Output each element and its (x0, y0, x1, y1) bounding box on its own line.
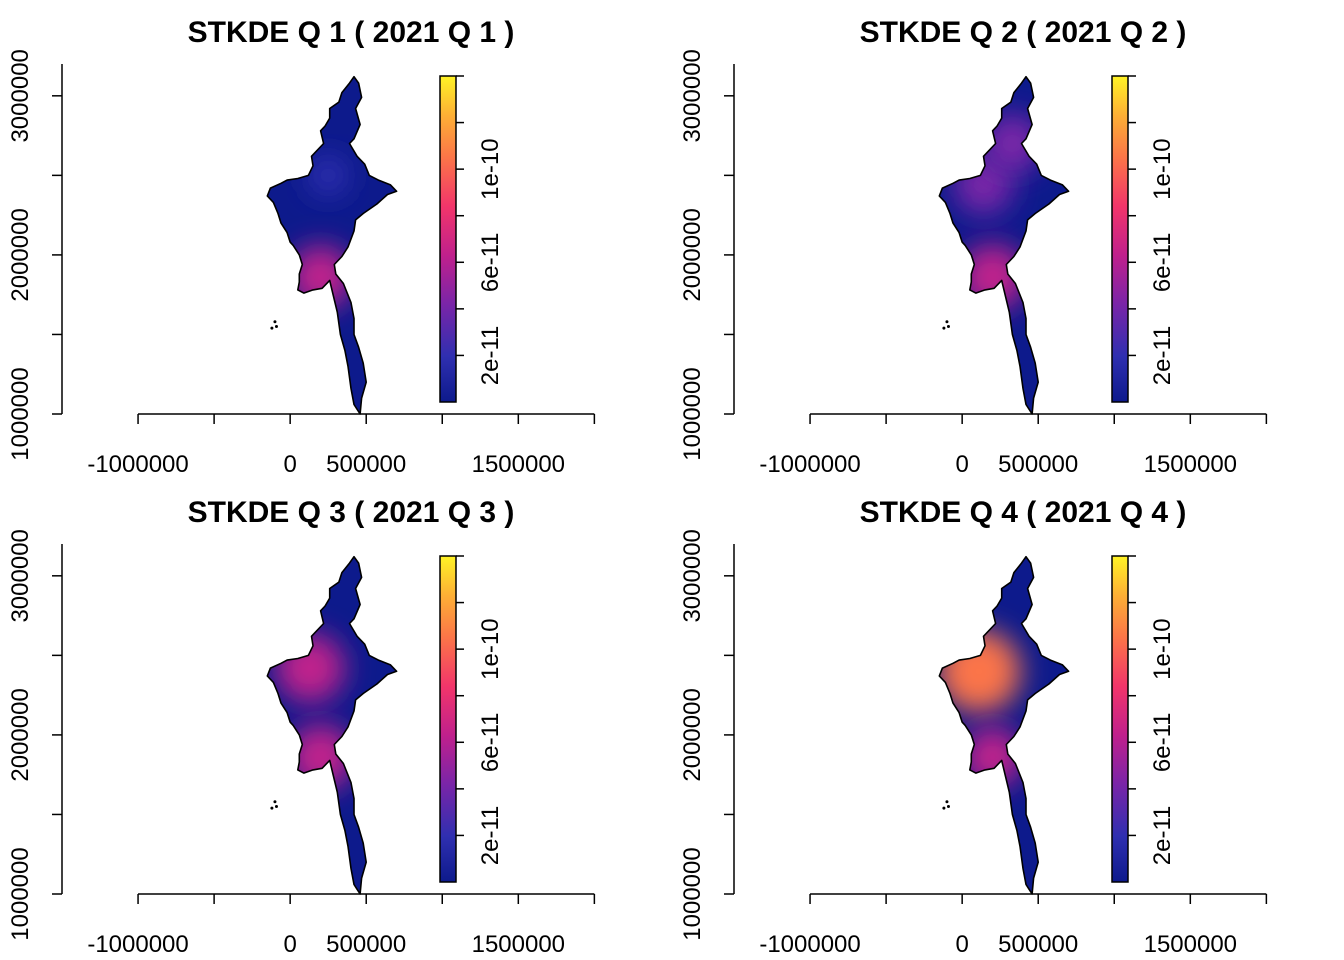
colorbar-scale (1111, 75, 1129, 403)
y-axis: 1000000 2000000 3000000 (7, 529, 63, 941)
chart-title: STKDE Q 4 ( 2021 Q 4 ) (860, 496, 1187, 529)
colorbar-tick-label: 1e-10 (1149, 138, 1176, 199)
panel-4: STKDE Q 4 ( 2021 Q 4 ) -1000000 0 500000 150… (679, 496, 1268, 958)
density-hotspot (982, 113, 1043, 174)
x-axis: -1000000 0 500000 1500000 (759, 893, 1268, 958)
island-dot (945, 800, 949, 804)
density-map (267, 556, 397, 894)
y-tick-label: 1000000 (7, 847, 34, 940)
colorbar: 2e-11 6e-11 1e-10 (439, 555, 504, 883)
country-outline (266, 555, 398, 895)
country-outline (938, 555, 1070, 895)
y-tick-label: 2000000 (679, 688, 706, 781)
density-base (939, 76, 1069, 414)
density-map (939, 76, 1069, 414)
x-tick-label: 0 (955, 931, 968, 958)
density-map (267, 76, 397, 414)
x-tick-label: 1500000 (1144, 451, 1237, 478)
density-hotspot (307, 154, 349, 196)
y-tick-label: 2000000 (7, 208, 34, 301)
y-tick-label: 1000000 (679, 367, 706, 460)
x-tick-label: 0 (283, 451, 296, 478)
x-tick-label: -1000000 (759, 931, 860, 958)
density-base (267, 76, 397, 414)
country-outline (938, 75, 1070, 415)
island-dot (946, 805, 950, 808)
density-hotspot (939, 629, 1021, 713)
chart-title: STKDE Q 1 ( 2021 Q 1 ) (188, 16, 515, 49)
island-dot (274, 325, 278, 328)
y-tick-label: 3000000 (679, 529, 706, 622)
y-tick-label: 3000000 (7, 529, 34, 622)
y-axis: 1000000 2000000 3000000 (679, 529, 735, 941)
colorbar-tick-label: 6e-11 (1149, 712, 1176, 772)
colorbar-tick-label: 2e-11 (1149, 326, 1176, 386)
x-tick-label: 500000 (326, 931, 406, 958)
island-dot (273, 800, 277, 804)
x-tick-label: 1500000 (1144, 931, 1237, 958)
x-tick-label: 1500000 (472, 931, 565, 958)
y-tick-label: 2000000 (679, 208, 706, 301)
density-hotspot (275, 633, 345, 703)
y-tick-label: 3000000 (7, 49, 34, 142)
panel-3: STKDE Q 3 ( 2021 Q 3 ) -1000000 0 500000 150… (7, 496, 596, 958)
country-outline (266, 75, 398, 415)
x-tick-label: 0 (955, 451, 968, 478)
y-tick-label: 1000000 (679, 847, 706, 940)
colorbar-tick-label: 2e-11 (477, 806, 504, 866)
colorbar: 2e-11 6e-11 1e-10 (1111, 555, 1176, 883)
colorbar-tick-label: 1e-10 (477, 618, 504, 679)
island-dot (270, 326, 274, 330)
colorbar-tick-label: 1e-10 (1149, 618, 1176, 679)
island-dot (945, 320, 949, 324)
colorbar-scale (1111, 555, 1129, 883)
y-axis: 1000000 2000000 3000000 (679, 49, 735, 461)
x-tick-label: 500000 (998, 931, 1078, 958)
density-map (939, 556, 1069, 894)
colorbar-tick-label: 6e-11 (477, 712, 504, 772)
y-tick-label: 3000000 (679, 49, 706, 142)
colorbar-tick-label: 2e-11 (477, 326, 504, 386)
colorbar: 2e-11 6e-11 1e-10 (439, 75, 504, 403)
panel-2: STKDE Q 2 ( 2021 Q 2 ) -1000000 0 500000 150… (679, 16, 1268, 478)
y-tick-label: 1000000 (7, 367, 34, 460)
colorbar-tick-label: 6e-11 (477, 232, 504, 292)
density-base (939, 556, 1069, 894)
x-tick-label: -1000000 (87, 451, 188, 478)
island-dot (942, 326, 946, 330)
colorbar-tick-label: 6e-11 (1149, 232, 1176, 292)
colorbar-tick-label: 1e-10 (477, 138, 504, 199)
island-dot (942, 806, 946, 810)
x-axis: -1000000 0 500000 1500000 (87, 893, 596, 958)
colorbar: 2e-11 6e-11 1e-10 (1111, 75, 1176, 403)
chart-title: STKDE Q 2 ( 2021 Q 2 ) (860, 16, 1187, 49)
island-dot (270, 806, 274, 810)
x-tick-label: -1000000 (87, 931, 188, 958)
colorbar-scale (439, 75, 457, 403)
x-tick-label: 500000 (998, 451, 1078, 478)
island-dot (274, 805, 278, 808)
chart-title: STKDE Q 3 ( 2021 Q 3 ) (188, 496, 515, 529)
y-tick-label: 2000000 (7, 688, 34, 781)
x-tick-label: 1500000 (472, 451, 565, 478)
x-axis: -1000000 0 500000 1500000 (759, 413, 1268, 478)
island-dot (273, 320, 277, 324)
colorbar-scale (439, 555, 457, 883)
y-axis: 1000000 2000000 3000000 (7, 49, 63, 461)
x-axis: -1000000 0 500000 1500000 (87, 413, 596, 478)
panel-1: STKDE Q 1 ( 2021 Q 1 ) -1000000 0 500000 150… (7, 16, 596, 478)
density-base (267, 556, 397, 894)
colorbar-tick-label: 2e-11 (1149, 806, 1176, 866)
x-tick-label: 0 (283, 931, 296, 958)
x-tick-label: 500000 (326, 451, 406, 478)
x-tick-label: -1000000 (759, 451, 860, 478)
island-dot (946, 325, 950, 328)
